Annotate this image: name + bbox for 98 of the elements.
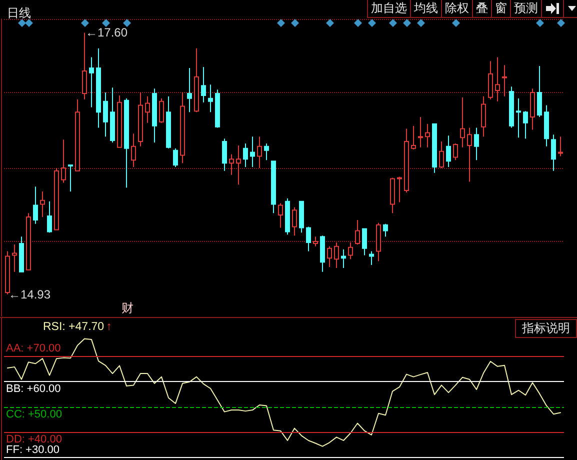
candlestick — [460, 96, 465, 148]
candlestick — [54, 167, 59, 230]
candlestick — [376, 222, 381, 262]
candlestick — [425, 123, 430, 148]
ref-line-label: CC: +50.00 — [6, 408, 62, 420]
candlestick — [537, 66, 542, 118]
chart-title: 日线 — [7, 6, 31, 20]
candlestick — [5, 250, 10, 295]
candlestick — [194, 48, 199, 113]
candlestick — [544, 104, 549, 147]
candlestick — [488, 60, 493, 100]
candlestick — [341, 248, 346, 268]
candlestick — [278, 202, 283, 228]
candlestick — [474, 127, 479, 161]
candlestick — [250, 136, 255, 168]
ref-line-label: AA: +70.00 — [6, 342, 61, 355]
candlestick — [131, 133, 136, 168]
candlestick — [166, 96, 171, 149]
ref-line-label: DD: +40.00 — [6, 434, 62, 446]
candlestick — [89, 56, 94, 108]
candlestick — [47, 200, 52, 234]
candlestick — [418, 116, 423, 148]
candlestick — [467, 127, 472, 182]
candlestick — [82, 32, 87, 100]
candlestick — [551, 134, 556, 172]
candlestick — [362, 228, 367, 256]
candlestick — [229, 154, 234, 176]
text: 均线 — [411, 0, 442, 17]
candlestick — [124, 98, 129, 188]
candlestick — [159, 98, 164, 124]
candlestick — [509, 86, 514, 128]
candlestick — [558, 136, 563, 157]
candlestick — [145, 96, 150, 124]
help-button: 指标说明 — [515, 319, 577, 338]
candlestick — [271, 160, 276, 214]
candlestick — [530, 88, 535, 130]
candlestick — [61, 139, 66, 184]
annotation: ←17.60 — [86, 26, 128, 40]
text: 预测 — [511, 0, 542, 17]
candlestick — [334, 242, 339, 268]
ref-line-label: BB: +60.00 — [6, 382, 61, 395]
candlestick — [117, 94, 122, 148]
text: 叠 — [473, 0, 492, 17]
candlestick — [68, 164, 73, 192]
candlestick — [96, 48, 101, 128]
candlestick — [110, 87, 115, 144]
candlestick — [439, 141, 444, 168]
candlestick — [236, 144, 241, 186]
candlestick — [33, 186, 38, 224]
candlestick — [397, 176, 402, 203]
candlestick — [180, 92, 185, 164]
candlestick — [355, 219, 360, 245]
annotation: 财 — [122, 301, 134, 315]
candlestick — [404, 128, 409, 193]
candlestick — [222, 138, 227, 172]
candlestick — [299, 200, 304, 234]
candlestick — [75, 98, 80, 172]
candlestick — [12, 244, 17, 272]
candlestick — [516, 98, 521, 138]
candlestick — [502, 64, 507, 97]
series-label: RSI: +47.70 — [43, 320, 104, 334]
candlestick — [292, 206, 297, 236]
candlestick — [523, 110, 528, 140]
annotation: ↑ — [106, 320, 112, 334]
candlestick — [327, 246, 332, 268]
candlestick — [243, 142, 248, 168]
candlestick — [369, 250, 374, 266]
candlestick — [26, 212, 31, 270]
candlestick — [40, 191, 45, 218]
candlestick — [138, 92, 143, 147]
candlestick — [152, 88, 157, 144]
candlestick — [103, 92, 108, 138]
candlestick — [495, 56, 500, 102]
candlestick — [285, 198, 290, 236]
candlestick — [19, 236, 24, 272]
candlestick — [257, 136, 262, 168]
candlestick — [215, 89, 220, 128]
candlestick — [320, 235, 325, 272]
candlestick — [208, 84, 213, 113]
candlestick — [390, 177, 395, 214]
candlestick — [187, 68, 192, 113]
annotation: ←14.93 — [8, 287, 51, 302]
candlestick — [481, 96, 486, 138]
candlestick — [411, 125, 416, 150]
candlestick — [383, 223, 388, 238]
candlestick — [306, 226, 311, 252]
candlestick — [264, 142, 269, 161]
text: 加自选 — [368, 0, 411, 17]
candlestick — [446, 135, 451, 168]
candlestick — [432, 123, 437, 174]
candlestick — [313, 236, 318, 247]
text: 除权 — [442, 0, 473, 17]
candlestick — [173, 148, 178, 168]
candlestick — [348, 242, 353, 260]
text: 窗 — [492, 0, 511, 17]
candlestick — [453, 142, 458, 161]
candlestick — [201, 66, 206, 103]
ref-line-label: FF: +30.00 — [6, 444, 60, 456]
